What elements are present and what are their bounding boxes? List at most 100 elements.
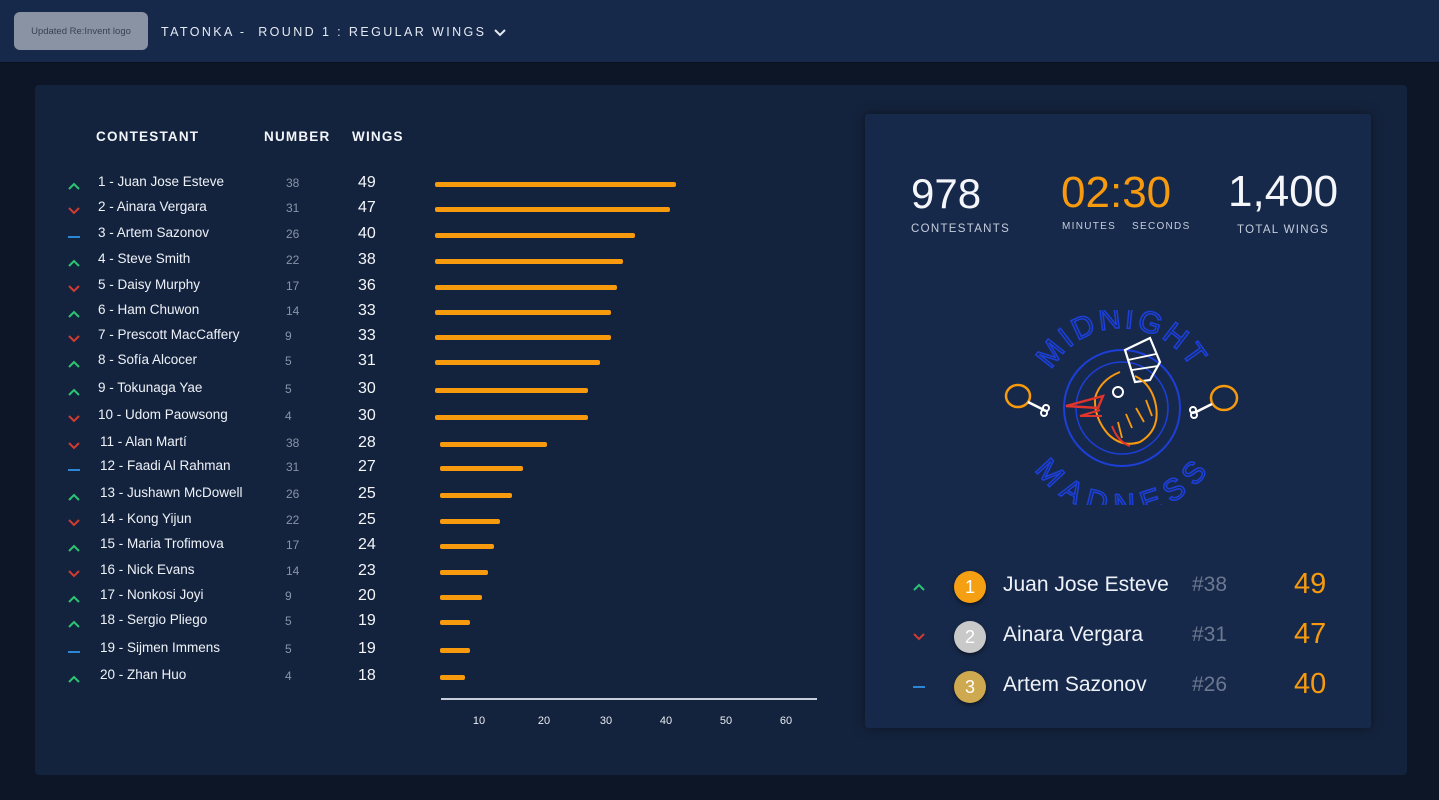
contestant-name: 5 - Daisy Murphy [98,277,201,292]
rank-medal: 2 [954,621,986,653]
trend-up-icon [67,540,81,552]
trend-same-icon [67,229,81,239]
timer-minutes: 02 [1061,168,1110,217]
table-row[interactable]: 11 - Alan Martí 38 28 [0,432,840,456]
x-tick-label: 50 [719,715,733,727]
contestant-name: 12 - Faadi Al Rahman [100,458,231,473]
wings-count: 33 [358,302,376,319]
wings-bar [435,259,624,264]
table-row[interactable]: 15 - Maria Trofimova 17 24 [0,534,840,558]
wings-bar [440,620,471,625]
table-row[interactable]: 9 - Tokunaga Yae 5 30 [0,378,840,402]
trend-up-icon [67,489,81,501]
contestant-name: 14 - Kong Yijun [100,511,192,526]
wings-bar [440,544,494,549]
wings-count: 19 [358,612,376,629]
right-drumstick-icon [1189,384,1239,419]
trend-down-icon [67,331,81,343]
wings-count: 36 [358,277,376,294]
contestant-name: 7 - Prescott MacCaffery [98,327,240,342]
contestant-number: 26 [286,227,300,241]
table-row[interactable]: 3 - Artem Sazonov 26 40 [0,223,840,247]
podium-row[interactable]: 2 Ainara Vergara #31 47 [0,618,1439,658]
table-row[interactable]: 19 - Sijmen Immens 5 19 [0,638,840,662]
wings-count: 25 [358,485,376,502]
contestant-number: 17 [286,538,300,552]
trend-up-icon [67,306,81,318]
x-tick-label: 20 [537,715,551,727]
contestant-number: 5 [285,614,292,628]
wings-count: 25 [358,511,376,528]
wings-count: 24 [358,536,376,553]
contestant-number: 9 [285,329,292,343]
podium-row[interactable]: 1 Juan Jose Esteve #38 49 [0,568,1439,608]
contestant-name: 8 - Sofía Alcocer [98,352,198,367]
contestants-count: 978 [911,170,982,217]
x-tick-label: 10 [472,715,486,727]
trend-up-icon [911,579,927,591]
wings-bar [435,360,600,365]
table-row[interactable]: 6 - Ham Chuwon 14 33 [0,300,840,324]
wings-count: 19 [358,640,376,657]
contestant-name: 20 - Zhan Huo [100,667,187,682]
table-row[interactable]: 10 - Udom Paowsong 4 30 [0,405,840,429]
contestant-number: 5 [285,354,292,368]
contestant-name: 16 - Nick Evans [100,562,195,577]
wings-count: 30 [358,380,376,397]
x-tick-label: 30 [599,715,613,727]
table-row[interactable]: 18 - Sergio Pliego 5 19 [0,610,840,634]
wings-count: 49 [358,174,376,191]
table-row[interactable]: 17 - Nonkosi Joyi 9 20 [0,585,840,609]
contestant-number: 14 [286,304,300,318]
trend-up-icon [67,178,81,190]
contestant-number: 31 [286,201,300,215]
wings-count: 18 [358,667,376,684]
x-tick-label: 40 [659,715,673,727]
podium-row[interactable]: 3 Artem Sazonov #26 40 [0,668,1439,708]
x-tick-label: 60 [779,715,793,727]
table-row[interactable]: 4 - Steve Smith 22 38 [0,249,840,273]
bird-mascot-icon [1065,336,1162,447]
wings-count: 27 [358,458,376,475]
contestant-number: 4 [285,669,292,683]
contestant-name: 18 - Sergio Pliego [100,612,208,627]
table-row[interactable]: 16 - Nick Evans 14 23 [0,560,840,584]
podium-wings: 47 [1294,618,1327,650]
wings-bar [435,310,612,315]
trend-up-icon [67,356,81,368]
number-header: NUMBER [264,129,331,144]
wings-bar [435,285,618,290]
wings-count: 33 [358,327,376,344]
trend-down-icon [67,281,81,293]
svg-text:MADNESS: MADNESS [1029,452,1215,505]
trend-down-icon [67,203,81,215]
table-row[interactable]: 5 - Daisy Murphy 17 36 [0,275,840,299]
contestant-number: 38 [286,436,300,450]
trend-same-icon [67,644,81,654]
trend-up-icon [67,591,81,603]
contestant-name: 2 - Ainara Vergara [98,199,207,214]
total-wings-label: TOTAL WINGS [1237,224,1330,236]
table-row[interactable]: 12 - Faadi Al Rahman 31 27 [0,456,840,480]
table-row[interactable]: 2 - Ainara Vergara 31 47 [0,197,840,221]
round-title[interactable]: TATONKA - ROUND 1 : REGULAR WINGS [161,25,487,39]
table-row[interactable]: 7 - Prescott MacCaffery 9 33 [0,325,840,349]
trend-up-icon [67,255,81,267]
wings-count: 47 [358,199,376,216]
trend-down-icon [67,515,81,527]
wings-bar [440,675,465,680]
timer-separator: : [1109,168,1123,217]
table-row[interactable]: 1 - Juan Jose Esteve 38 49 [0,172,840,196]
table-row[interactable]: 13 - Jushawn McDowell 26 25 [0,483,840,507]
table-row[interactable]: 20 - Zhan Huo 4 18 [0,665,840,689]
trend-up-icon [67,384,81,396]
reinvent-logo[interactable]: Updated Re:Invent logo [14,12,148,50]
trend-down-icon [67,438,81,450]
contestant-number: 5 [285,382,292,396]
chevron-down-icon[interactable] [493,28,507,38]
table-row[interactable]: 14 - Kong Yijun 22 25 [0,509,840,533]
contestant-name: 17 - Nonkosi Joyi [100,587,204,602]
logo-top-text: MIDNIGHT [1029,310,1212,375]
stats-panel [865,114,1371,728]
table-row[interactable]: 8 - Sofía Alcocer 5 31 [0,350,840,374]
